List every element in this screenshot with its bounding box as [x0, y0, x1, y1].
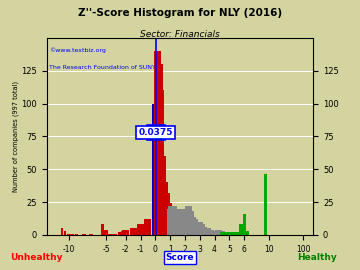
Bar — [189, 217, 196, 235]
Bar — [152, 103, 159, 235]
Bar — [118, 232, 121, 235]
Bar — [198, 224, 205, 235]
Bar — [202, 228, 209, 235]
Bar — [211, 231, 218, 235]
Bar — [157, 90, 165, 235]
Bar — [233, 232, 240, 235]
Bar — [183, 217, 190, 235]
Bar — [187, 211, 194, 235]
Text: 0.0375: 0.0375 — [139, 128, 173, 137]
Bar — [137, 224, 144, 235]
Text: ©www.textbiz.org: ©www.textbiz.org — [49, 48, 106, 53]
Bar — [243, 214, 246, 235]
Bar — [215, 230, 222, 235]
Text: Z''-Score Histogram for NLY (2016): Z''-Score Histogram for NLY (2016) — [78, 8, 282, 18]
Bar — [100, 224, 104, 235]
Bar — [71, 234, 75, 235]
Bar — [89, 234, 93, 235]
Bar — [228, 232, 235, 235]
Bar — [130, 228, 137, 235]
Bar — [191, 219, 198, 235]
Bar — [194, 224, 201, 235]
Bar — [172, 211, 179, 235]
Bar — [207, 230, 214, 235]
Bar — [170, 206, 177, 235]
Bar — [222, 232, 229, 235]
Text: The Research Foundation of SUNY: The Research Foundation of SUNY — [49, 65, 156, 70]
Bar — [75, 234, 78, 235]
Text: Sector: Financials: Sector: Financials — [140, 30, 220, 39]
Bar — [224, 232, 231, 235]
Bar — [163, 193, 170, 235]
Bar — [220, 232, 227, 235]
Bar — [217, 232, 224, 235]
Bar — [196, 222, 203, 235]
Bar — [219, 231, 225, 235]
Bar — [246, 231, 249, 235]
Bar — [204, 228, 211, 235]
Text: Unhealthy: Unhealthy — [10, 253, 62, 262]
Bar — [174, 209, 181, 235]
Bar — [209, 231, 216, 235]
Bar — [185, 206, 192, 235]
Bar — [104, 230, 108, 235]
Bar — [61, 228, 63, 235]
Bar — [180, 211, 186, 235]
Bar — [156, 64, 163, 235]
Bar — [230, 232, 237, 235]
Text: Score: Score — [166, 253, 194, 262]
Bar — [122, 230, 129, 235]
Bar — [64, 231, 66, 235]
Bar — [226, 232, 233, 235]
Bar — [121, 231, 124, 235]
Bar — [200, 227, 207, 235]
Bar — [239, 224, 246, 235]
Bar — [231, 234, 238, 235]
Bar — [206, 230, 212, 235]
Bar — [114, 234, 117, 235]
Text: Healthy: Healthy — [297, 253, 337, 262]
Bar — [154, 51, 161, 235]
Bar — [193, 222, 199, 235]
Bar — [213, 231, 220, 235]
Bar — [111, 234, 114, 235]
Bar — [168, 206, 175, 235]
Bar — [176, 209, 183, 235]
Bar — [144, 219, 152, 235]
Bar — [108, 234, 111, 235]
Bar — [159, 156, 166, 235]
Bar — [67, 234, 71, 235]
Bar — [178, 214, 185, 235]
Bar — [264, 174, 267, 235]
Bar — [237, 234, 244, 235]
Bar — [161, 182, 168, 235]
Y-axis label: Number of companies (997 total): Number of companies (997 total) — [12, 81, 19, 192]
Bar — [181, 209, 188, 235]
Bar — [235, 234, 242, 235]
Bar — [82, 234, 86, 235]
Bar — [167, 209, 174, 235]
Bar — [165, 203, 172, 235]
